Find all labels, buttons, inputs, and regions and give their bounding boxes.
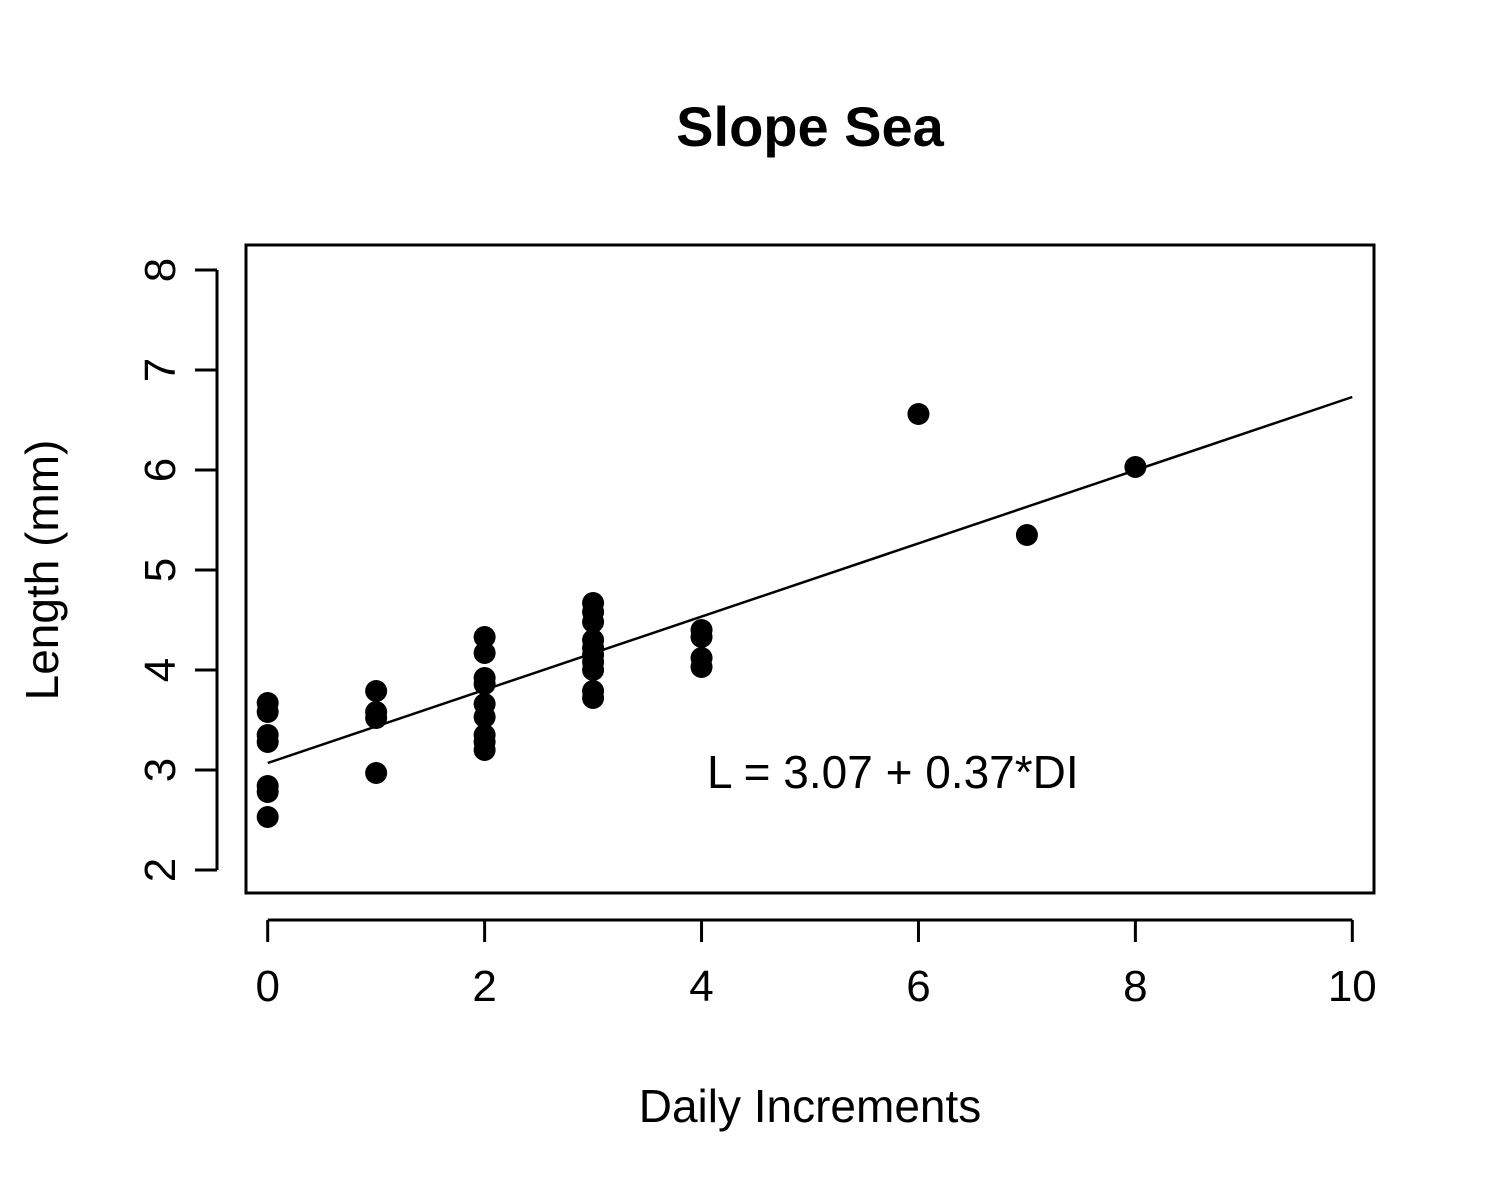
data-point [690,656,713,678]
y-axis: 2 3 4 5 6 7 8 [136,258,219,882]
data-point [582,687,605,709]
data-point [473,739,496,761]
data-point [473,706,496,728]
regression-layer [267,395,1353,765]
x-axis-label: Daily Increments [639,1080,982,1132]
y-tick-label: 3 [136,758,185,782]
data-point [256,731,279,753]
data-point [582,659,605,681]
x-tick-label: 2 [472,962,496,1011]
data-point [365,762,388,784]
points-layer [256,403,1147,828]
data-point [907,403,930,425]
y-tick-label: 4 [136,658,185,682]
data-point [582,611,605,633]
x-axis: 0 2 4 6 8 10 [255,918,1377,1011]
x-tick-label: 6 [906,962,930,1011]
data-point [1124,456,1147,478]
plot-frame [244,243,1376,895]
y-tick-label: 2 [136,858,185,882]
chart-title: Slope Sea [676,95,945,158]
regression-equation: L = 3.07 + 0.37*DI [707,746,1079,798]
data-point [256,781,279,803]
data-point [256,806,279,828]
y-tick-label: 6 [136,458,185,482]
data-point [690,626,713,648]
x-tick-label: 0 [255,962,279,1011]
data-point [365,680,388,702]
y-axis-label: Length (mm) [16,440,68,701]
x-tick-label: 8 [1123,962,1147,1011]
data-point [473,642,496,664]
data-point [473,673,496,695]
data-point [1015,524,1038,546]
data-point [256,701,279,723]
y-tick-label: 8 [136,258,185,282]
x-tick-label: 10 [1328,962,1377,1011]
regression-line [267,395,1353,765]
x-tick-label: 4 [689,962,713,1011]
y-tick-label: 5 [136,558,185,582]
y-tick-label: 7 [136,358,185,382]
data-point [473,626,496,648]
data-point [365,707,388,729]
